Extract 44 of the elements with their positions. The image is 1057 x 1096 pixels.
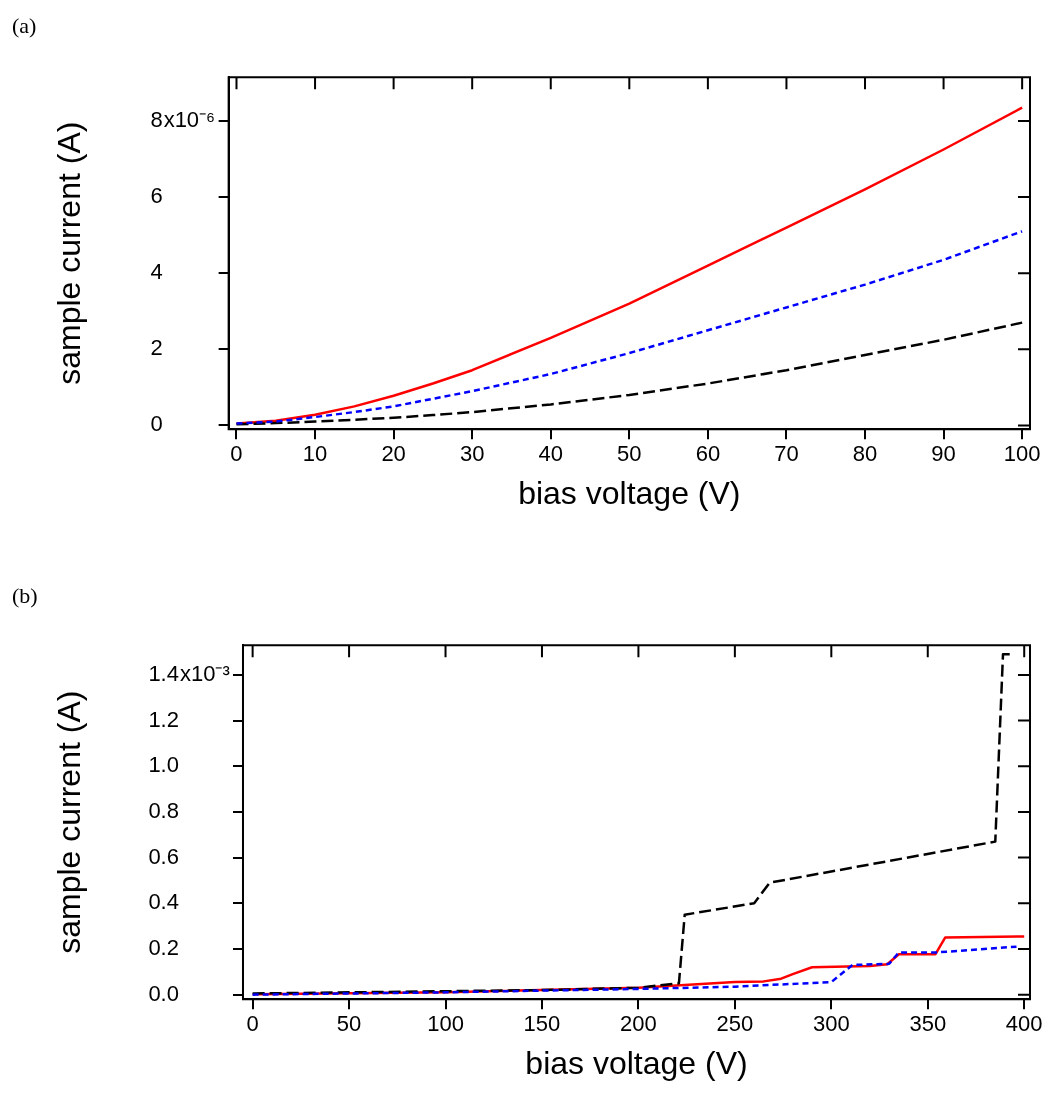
y-axis-title: sample current (A) [51,121,88,385]
x-tick-label: 30 [459,441,485,467]
x-tick-label: 100 [1003,441,1041,467]
x-tick-label: 150 [523,1011,561,1037]
x-axis-title: bias voltage (V) [518,474,741,511]
x-tick-label: 50 [617,441,642,467]
y-tick-label: 0.8 [148,797,179,823]
x-tick-label: 0 [246,1011,259,1037]
line-series [251,945,1018,996]
x-tick-label: 90 [931,441,956,467]
x-tick-label: 200 [620,1011,657,1037]
text: (b) [12,582,38,608]
y-tick-label: 4 [150,259,163,285]
y-tick-label: 0.4 [148,889,179,915]
y-tick-label: 2 [150,335,163,361]
x-tick-label: 80 [852,441,878,467]
x-tick-label: 100 [427,1011,464,1037]
y-tick-label: 1.4 [148,660,179,686]
x-tick-label: 300 [812,1011,850,1037]
x-tick-label: 250 [716,1011,754,1037]
x-tick-label: 70 [774,441,799,467]
y-axis-title: sample current (A) [51,690,88,954]
line-series [235,321,1024,426]
y-tick-label: 1.2 [148,706,179,732]
line-series [235,230,1024,425]
y-tick-label: 0 [150,411,163,437]
x-tick-label: 0 [230,441,243,467]
text: x10⁻⁶ [163,107,216,133]
x-tick-label: 50 [336,1011,362,1037]
y-tick-label: 0.2 [148,935,179,961]
x-tick-label: 60 [695,441,721,467]
y-tick-label: 0.0 [148,980,179,1006]
x-tick-label: 20 [381,441,406,467]
y-tick-label: 0.6 [148,843,179,869]
x-axis-title: bias voltage (V) [525,1044,748,1081]
y-tick-label: 1.0 [148,752,179,778]
text: x10⁻³ [179,660,230,686]
y-tick-label: 6 [150,183,163,209]
x-tick-label: 40 [538,441,563,467]
y-tick-label: 8 [150,107,163,133]
x-tick-label: 400 [1005,1011,1043,1037]
x-tick-label: 10 [302,441,328,467]
x-tick-label: 350 [909,1011,947,1037]
text: (a) [12,12,37,38]
